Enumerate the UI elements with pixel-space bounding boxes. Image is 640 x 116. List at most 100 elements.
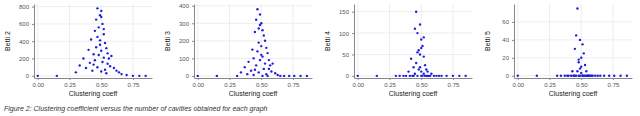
point (288, 75, 290, 77)
x-axis: 0.000.250.500.75 (32, 78, 152, 88)
point (246, 73, 248, 75)
caption: Figure 2: Clustering coefficient versus … (4, 105, 268, 113)
point (197, 75, 199, 77)
tick-label: 0.50 (576, 82, 588, 88)
point (91, 69, 93, 71)
tick-mark (192, 58, 194, 59)
point (259, 13, 261, 15)
point (586, 75, 588, 77)
tick: 0.75 (448, 78, 460, 88)
axis-line (354, 5, 355, 79)
point (98, 26, 100, 28)
axis-line (35, 78, 153, 79)
point (412, 66, 414, 68)
tick-label: 0.00 (512, 82, 524, 88)
point (259, 59, 261, 61)
tick-label: 20 (502, 55, 509, 61)
point (420, 70, 422, 72)
point (376, 75, 378, 77)
tick-mark (352, 54, 354, 55)
point (96, 36, 98, 38)
point (597, 75, 599, 77)
point (418, 68, 420, 70)
point (113, 67, 115, 69)
point (100, 50, 102, 52)
point (419, 23, 421, 25)
tick: 0.00 (32, 78, 44, 88)
point (430, 73, 432, 75)
point (594, 75, 596, 77)
grid-line (357, 4, 358, 78)
point (100, 10, 102, 12)
point (108, 57, 110, 59)
point (395, 75, 397, 77)
point (264, 62, 266, 64)
point (94, 30, 96, 32)
tick: 0.25 (384, 78, 396, 88)
point (92, 53, 94, 55)
point (409, 75, 411, 77)
point (626, 75, 628, 77)
point (89, 62, 91, 64)
tick: 0.75 (288, 78, 300, 88)
tick: 100 (339, 31, 354, 37)
point (414, 73, 416, 75)
grid-line (549, 4, 550, 78)
tick: 0.00 (512, 78, 524, 88)
tick-label: 150 (339, 9, 350, 15)
point (407, 70, 409, 72)
grid-line (389, 4, 390, 78)
grid-line (452, 4, 453, 78)
tick-mark (512, 76, 514, 77)
point (255, 19, 257, 21)
point (410, 58, 412, 60)
point (464, 75, 466, 77)
grid (354, 4, 472, 78)
point (104, 69, 106, 71)
point (252, 74, 254, 76)
point (254, 69, 256, 71)
point (586, 75, 588, 77)
point (425, 75, 427, 77)
tick: 0.50 (576, 78, 588, 88)
axis-line (355, 78, 473, 79)
point (580, 57, 582, 59)
point (423, 55, 425, 57)
tick-label: 0.50 (96, 82, 108, 88)
tick: 100 (179, 56, 194, 62)
point (415, 62, 417, 64)
point (101, 23, 103, 25)
tick: 300 (179, 21, 194, 27)
tick-mark (198, 78, 199, 80)
tick-label: 800 (19, 4, 30, 10)
tick-label: 0.25 (224, 82, 236, 88)
tick-label: 50 (342, 52, 349, 58)
point (591, 75, 593, 77)
point (109, 65, 111, 67)
tick-mark (390, 78, 391, 80)
tick-label: 200 (179, 38, 190, 44)
point (99, 39, 101, 41)
point (96, 7, 98, 9)
panel: 0.000.250.500.75050100150Clustering coef… (324, 4, 473, 98)
tick-label: 0.75 (288, 82, 300, 88)
tick-label: 400 (19, 39, 30, 45)
point (96, 66, 98, 68)
point (402, 75, 404, 77)
panel: 0.000.250.500.750100200300400Clustering … (164, 3, 313, 98)
tick: 0.25 (544, 78, 556, 88)
point (265, 47, 267, 49)
point (357, 75, 359, 77)
point (583, 52, 585, 54)
tick-mark (550, 78, 551, 80)
point (576, 7, 578, 9)
tick-mark (192, 41, 194, 42)
tick-label: 0 (506, 73, 510, 79)
point (255, 64, 257, 66)
point (263, 68, 265, 70)
point (283, 75, 285, 77)
point (87, 49, 89, 51)
point (244, 66, 246, 68)
point (101, 61, 103, 63)
point (99, 43, 101, 45)
